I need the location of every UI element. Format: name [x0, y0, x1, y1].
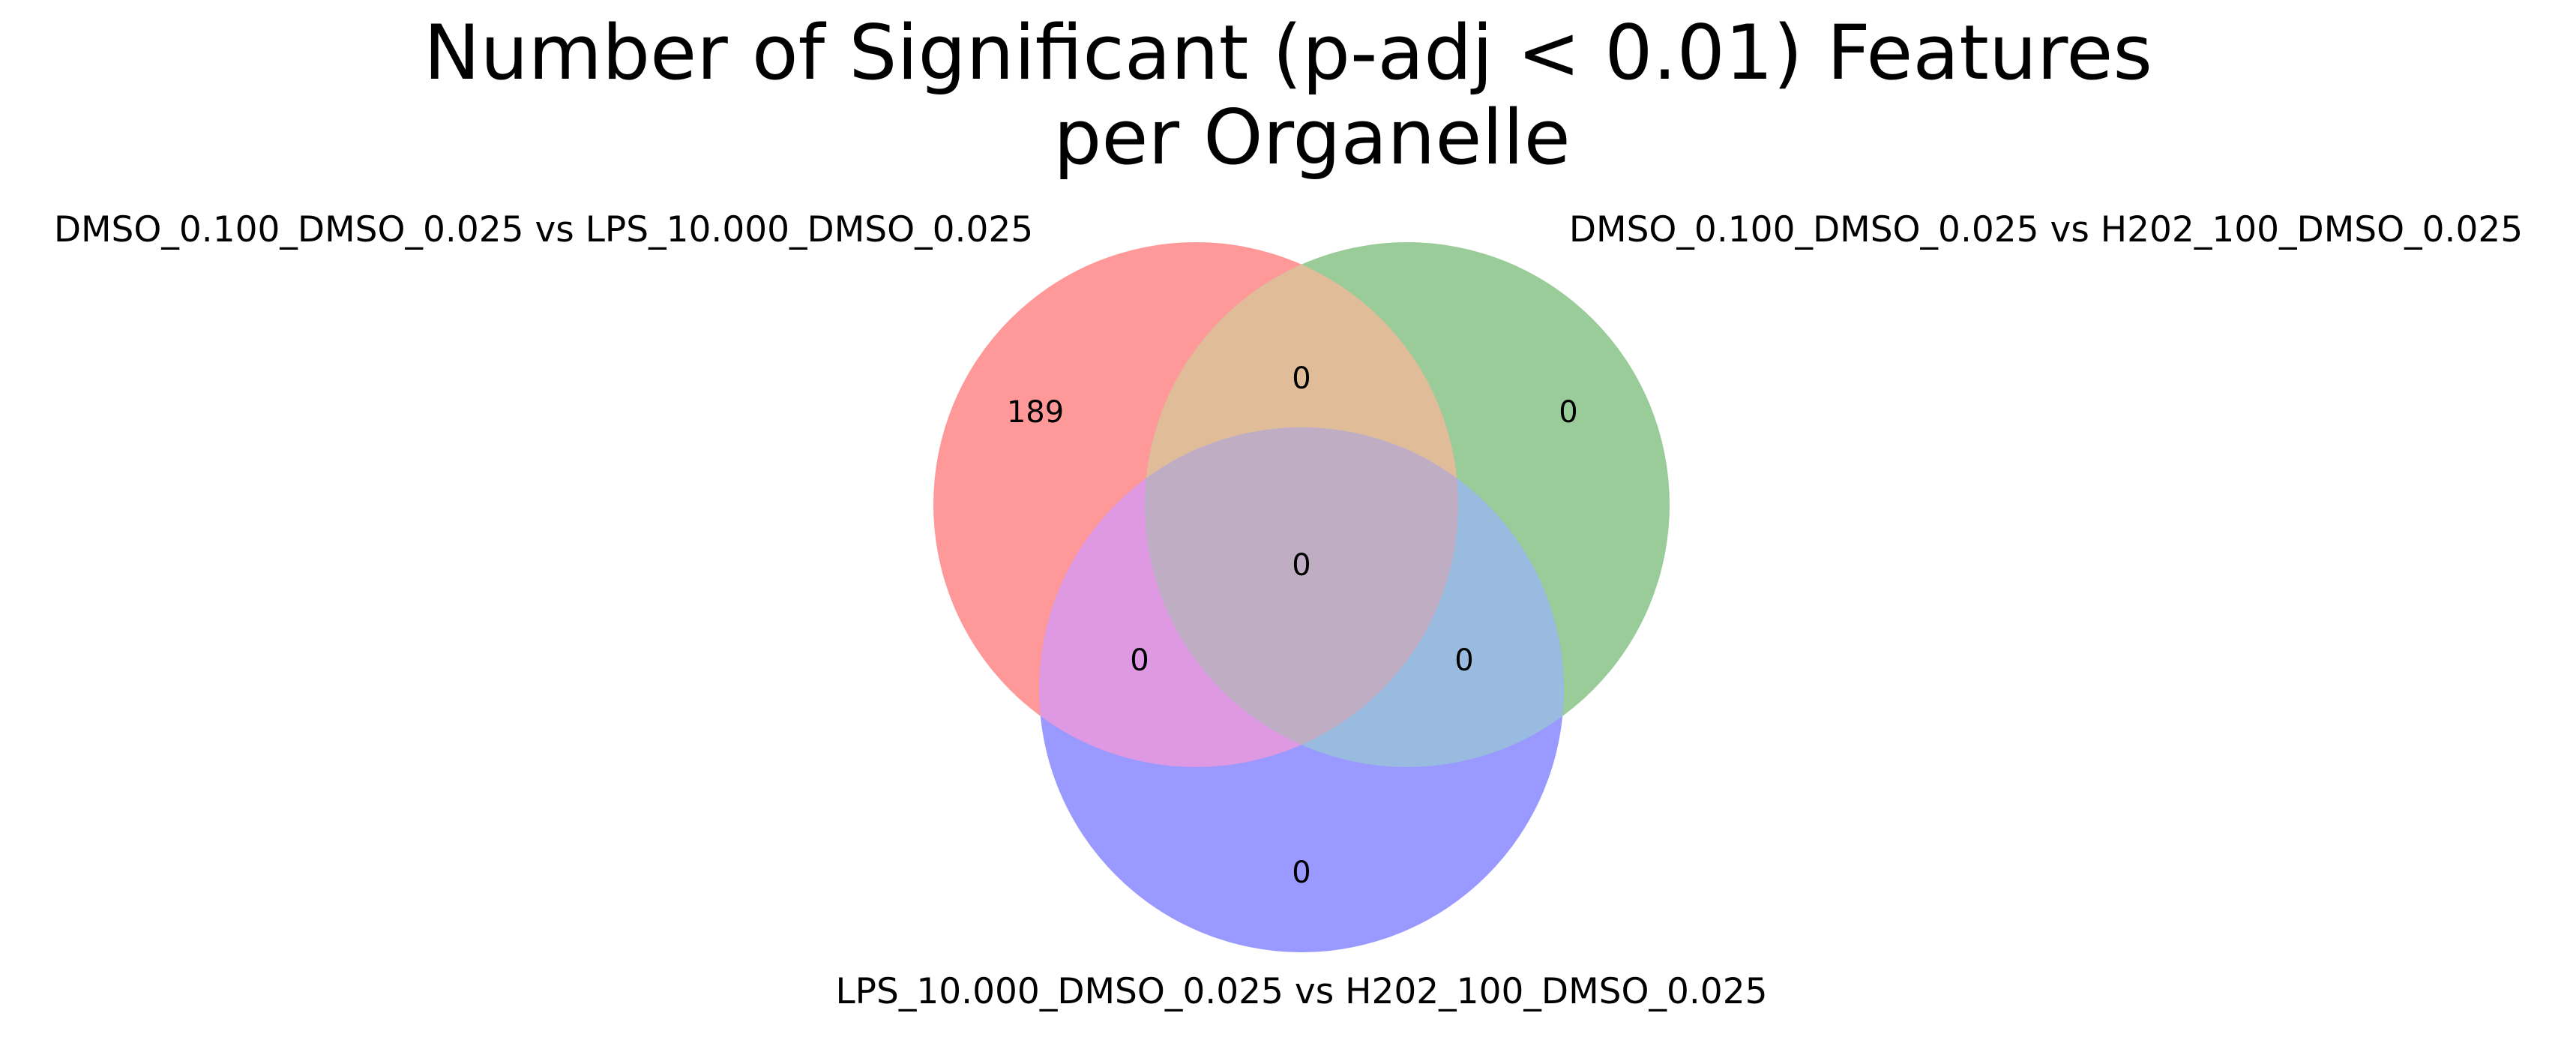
chart-title-line-1: Number of Significant (p-adj < 0.01) Fea… — [424, 8, 2152, 97]
chart-title-line-2: per Organelle — [1053, 93, 1571, 181]
set-3-label: LPS_10.000_DMSO_0.025 vs H202_100_DMSO_0… — [836, 971, 1768, 1012]
count-only-set3: 0 — [1292, 856, 1310, 890]
count-only-set1: 189 — [1007, 395, 1064, 430]
count-set2-set3: 0 — [1454, 643, 1473, 678]
set-2-label: DMSO_0.100_DMSO_0.025 vs H202_100_DMSO_0… — [1569, 209, 2523, 250]
count-set1-set3: 0 — [1130, 643, 1149, 678]
count-all-three: 0 — [1292, 548, 1310, 583]
count-only-set2: 0 — [1559, 395, 1577, 430]
set-1-label: DMSO_0.100_DMSO_0.025 vs LPS_10.000_DMSO… — [54, 209, 1033, 250]
count-set1-set2: 0 — [1292, 361, 1310, 396]
region-all-three — [1145, 427, 1458, 767]
